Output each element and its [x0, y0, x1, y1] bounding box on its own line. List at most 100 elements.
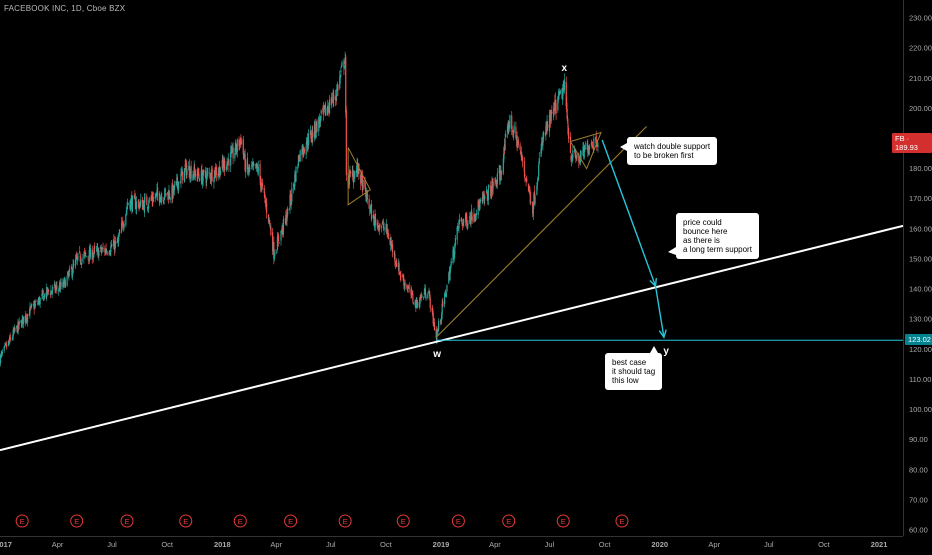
callout-double-support[interactable]: watch double support to be broken first: [619, 137, 718, 165]
y-tick-label: 170.00: [909, 194, 932, 203]
candle-body: [502, 158, 504, 173]
candle-body: [503, 147, 505, 160]
earnings-marker: [451, 514, 465, 528]
candle-body: [198, 173, 200, 177]
y-tick-label: 210.00: [909, 74, 932, 83]
candle-body: [68, 272, 70, 277]
candle-body: [320, 110, 322, 114]
candle-body: [209, 173, 211, 179]
candle-body: [121, 220, 123, 222]
candle-body: [597, 144, 599, 147]
candle-body: [290, 193, 292, 202]
candle-body: [222, 159, 224, 165]
candle-body: [318, 117, 320, 131]
candle-body: [339, 75, 341, 78]
callout-best-case[interactable]: best case it should tag this low: [605, 346, 663, 390]
candle-body: [253, 164, 255, 166]
candle-body: [580, 152, 582, 154]
candle-body: [68, 268, 71, 272]
candle-body: [231, 147, 233, 153]
candle-body: [408, 286, 410, 289]
candle-body: [287, 208, 289, 216]
candle-body: [519, 144, 521, 150]
candle-body: [150, 198, 152, 200]
candle-body: [462, 220, 464, 225]
trendline-base: [435, 126, 647, 338]
candle-body: [557, 96, 559, 111]
candle-body: [557, 94, 560, 100]
candle-body: [173, 185, 175, 191]
candle-body: [143, 198, 146, 213]
candle-body: [450, 265, 452, 270]
drawings-layer: [0, 126, 904, 452]
candle-body: [485, 189, 488, 193]
x-tick-label: Apr: [52, 540, 64, 549]
candle-body: [482, 195, 484, 199]
candle-body: [479, 202, 481, 209]
candle-body: [10, 339, 12, 340]
candle-body: [197, 171, 199, 175]
candle-body: [590, 142, 593, 145]
candle-body: [263, 188, 265, 193]
y-tick-label: 100.00: [909, 405, 932, 414]
candle-body: [412, 302, 415, 305]
candle-body: [578, 155, 580, 163]
candle-body: [542, 132, 545, 139]
candle-body: [29, 306, 31, 315]
earnings-label: E: [343, 517, 348, 526]
candle-body: [144, 197, 146, 199]
candle-body: [589, 145, 591, 149]
candle-body: [251, 165, 253, 168]
candle-body: [52, 286, 54, 290]
candle-body: [340, 70, 342, 73]
candle-body: [278, 242, 280, 244]
candle-body: [213, 179, 215, 183]
candle-body: [521, 156, 524, 162]
candle-body: [314, 123, 316, 135]
candle-body: [259, 163, 261, 180]
earnings-marker: [502, 514, 516, 528]
earnings-marker: [284, 514, 298, 528]
candle-body: [307, 143, 309, 146]
candle-body: [460, 217, 462, 222]
candle-body: [370, 203, 373, 220]
candle-body: [134, 194, 136, 199]
candle-body: [567, 124, 569, 134]
candle-body: [235, 143, 237, 151]
candle-body: [341, 63, 343, 65]
callout-line: best case: [612, 358, 647, 367]
symbol-title[interactable]: FACEBOOK INC, 1D, Cboe BZX: [4, 4, 126, 13]
candle-body: [189, 178, 191, 180]
candle-body: [377, 223, 379, 224]
earnings-label: E: [401, 517, 406, 526]
candle-body: [280, 230, 282, 241]
candle-body: [138, 203, 140, 209]
candle-body: [449, 270, 451, 281]
candle-body: [555, 103, 557, 114]
candle-body: [352, 173, 355, 183]
wedge-pattern-1: [347, 147, 371, 206]
candle-body: [299, 150, 301, 162]
candle-body: [206, 172, 208, 175]
candle-body: [25, 313, 27, 321]
candle-body: [14, 328, 16, 331]
y-tick-label: 80.00: [909, 465, 928, 474]
candle-body: [302, 146, 304, 153]
candle-body: [471, 216, 473, 221]
candle-body: [274, 253, 276, 255]
candle-body: [438, 321, 440, 330]
candle-body: [8, 336, 11, 344]
candle-body: [303, 149, 305, 153]
candle-body: [186, 169, 188, 175]
candle-body: [466, 216, 468, 227]
candle-body: [4, 345, 6, 347]
candle-body: [121, 222, 123, 232]
candle-body: [466, 225, 468, 229]
candle-body: [335, 97, 337, 99]
callout-long-term-support[interactable]: price could bounce here as there is a lo…: [668, 213, 759, 259]
candle-body: [198, 178, 201, 182]
candle-body: [148, 204, 150, 209]
candle-body: [402, 275, 404, 277]
